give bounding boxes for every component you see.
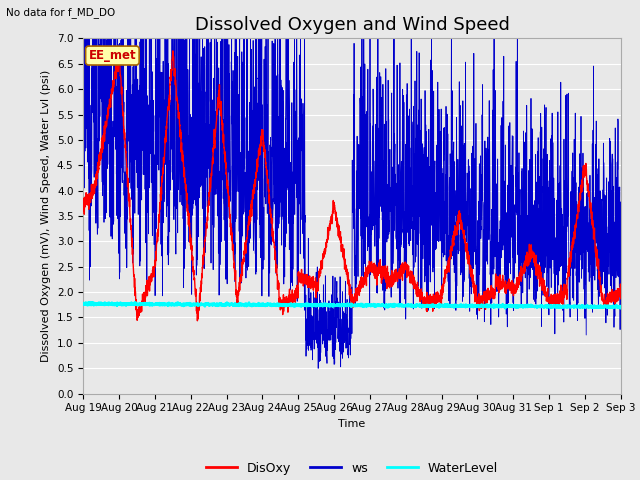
WaterLevel <box>79 300 87 306</box>
WaterLevel <box>309 302 317 308</box>
ws <box>617 318 625 324</box>
ws <box>607 139 614 144</box>
DisOxy <box>309 282 317 288</box>
WaterLevel <box>549 303 557 309</box>
X-axis label: Time: Time <box>339 419 365 429</box>
Y-axis label: Dissolved Oxygen (mV), Wind Speed, Water Lvl (psi): Dissolved Oxygen (mV), Wind Speed, Water… <box>42 70 51 362</box>
Text: EE_met: EE_met <box>88 49 136 62</box>
WaterLevel <box>502 305 509 311</box>
ws <box>80 36 88 41</box>
Line: WaterLevel: WaterLevel <box>83 302 621 308</box>
WaterLevel <box>617 305 625 311</box>
ws <box>285 171 293 177</box>
Title: Dissolved Oxygen and Wind Speed: Dissolved Oxygen and Wind Speed <box>195 16 509 34</box>
DisOxy <box>79 207 87 213</box>
DisOxy <box>549 295 557 300</box>
WaterLevel <box>173 302 180 308</box>
Line: DisOxy: DisOxy <box>83 50 621 321</box>
ws <box>314 365 322 371</box>
WaterLevel <box>607 304 614 310</box>
DisOxy <box>286 295 294 300</box>
WaterLevel <box>285 302 293 308</box>
WaterLevel <box>141 300 148 306</box>
ws <box>141 65 148 71</box>
DisOxy <box>607 299 614 305</box>
Text: No data for f_MD_DO: No data for f_MD_DO <box>6 7 116 18</box>
DisOxy <box>116 47 124 53</box>
ws <box>309 346 317 352</box>
Line: ws: ws <box>83 38 621 368</box>
Legend: DisOxy, ws, WaterLevel: DisOxy, ws, WaterLevel <box>201 456 503 480</box>
ws <box>549 242 557 248</box>
DisOxy <box>617 296 625 301</box>
DisOxy <box>193 318 201 324</box>
DisOxy <box>173 94 180 99</box>
ws <box>79 212 87 218</box>
DisOxy <box>141 294 148 300</box>
WaterLevel <box>86 300 94 305</box>
ws <box>173 206 180 212</box>
